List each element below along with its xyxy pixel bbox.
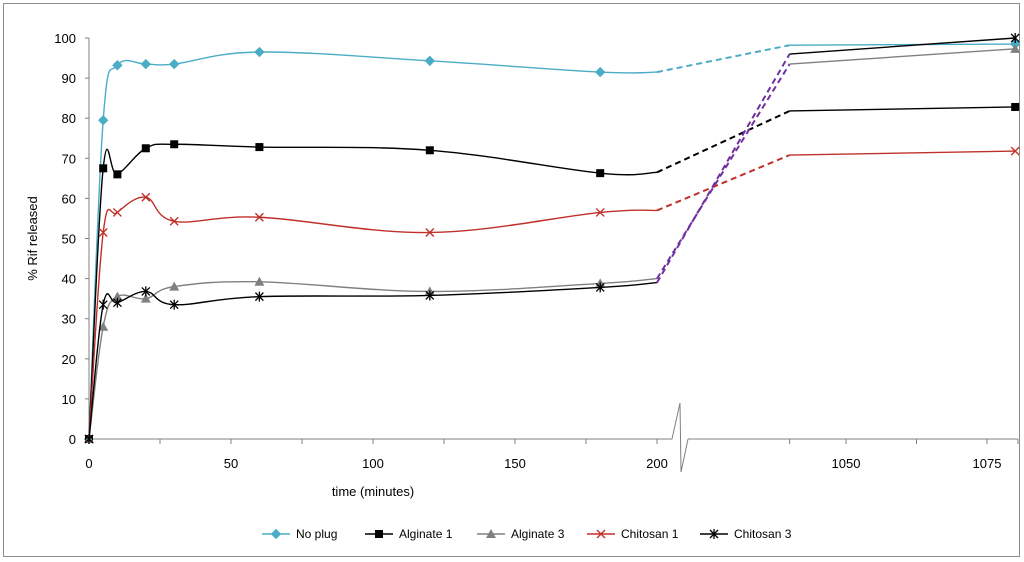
data-point (424, 55, 436, 67)
data-point (141, 144, 150, 153)
series-alginate-1 (85, 102, 1020, 443)
y-tick-label: 10 (62, 392, 76, 407)
data-point (112, 60, 123, 71)
legend-label: Alginate 3 (511, 527, 565, 541)
axis-break-symbol (657, 402, 689, 473)
data-point (84, 434, 94, 444)
data-point (1010, 146, 1020, 156)
data-point (254, 276, 265, 286)
series-chitosan-3 (84, 33, 1020, 444)
legend: No plug Alginate 1 Alginate 3 Chitosan 1 Chi… (262, 527, 792, 541)
x-tick-label: 0 (85, 456, 92, 471)
data-point (113, 170, 122, 179)
data-point (596, 169, 605, 178)
data-point (255, 143, 264, 152)
data-point (254, 291, 264, 302)
data-point (169, 216, 179, 226)
legend-marker (596, 529, 606, 539)
y-tick-label: 80 (62, 111, 76, 126)
chart-frame (3, 3, 1020, 557)
x-tick-label: 100 (362, 456, 384, 471)
data-point (140, 293, 151, 303)
series-late-line (789, 43, 1016, 46)
data-point (141, 192, 151, 202)
data-point (595, 282, 605, 293)
y-tick-label: 70 (62, 151, 76, 166)
legend-label: Chitosan 1 (621, 527, 679, 541)
data-point (425, 146, 434, 155)
data-point (594, 66, 606, 78)
data-point (595, 207, 605, 217)
data-point (1010, 43, 1021, 53)
data-point (112, 291, 123, 301)
y-tick-label: 30 (62, 312, 76, 327)
series-late-line (789, 37, 1016, 55)
series-late-line (789, 48, 1016, 65)
data-point (168, 58, 180, 70)
y-tick-label: 20 (62, 352, 76, 367)
x-tick-label: 50 (224, 456, 238, 471)
series-break-connector (656, 154, 790, 212)
x-axis-title: time (minutes) (332, 484, 414, 499)
legend-label: No plug (296, 527, 337, 541)
data-point (98, 299, 108, 310)
legend-marker (270, 528, 282, 540)
series-late-line (789, 150, 1016, 156)
data-point (1010, 33, 1020, 43)
y-axis-title: % Rif released (25, 196, 40, 281)
data-point (140, 58, 152, 70)
data-point (254, 212, 264, 222)
data-point (425, 290, 435, 301)
data-point (170, 140, 179, 149)
data-point (1011, 102, 1020, 111)
legend-label: Chitosan 3 (734, 527, 792, 541)
x-tick-label: 1075 (973, 456, 1002, 471)
x-tick-label: 200 (646, 456, 668, 471)
series-late-line (789, 106, 1016, 112)
y-tick-label: 90 (62, 71, 76, 86)
series-no-plug (83, 38, 1021, 445)
data-point (141, 286, 151, 297)
y-tick-label: 0 (69, 432, 76, 447)
y-tick-label: 40 (62, 272, 76, 287)
y-tick-label: 50 (62, 232, 76, 247)
series-line (88, 281, 658, 440)
data-point (97, 114, 109, 126)
series-break-connector (656, 53, 791, 284)
series-chitosan-1 (84, 146, 1020, 444)
legend-marker (486, 529, 496, 538)
legend-marker (709, 529, 719, 539)
x-tick-label: 1050 (832, 456, 861, 471)
series-line (88, 51, 658, 440)
legend-marker (375, 530, 383, 538)
data-point (169, 299, 179, 310)
data-point (99, 164, 108, 173)
data-point (112, 297, 122, 308)
series-line (88, 277, 658, 440)
y-tick-label: 100 (54, 31, 76, 46)
data-point (254, 46, 265, 58)
series-line (88, 196, 658, 440)
x-tick-label: 150 (504, 456, 526, 471)
data-point (98, 227, 108, 237)
series-alginate-3 (84, 43, 1021, 443)
series-break-connector (656, 110, 791, 174)
data-point (112, 207, 122, 217)
y-tick-label: 60 (62, 191, 76, 206)
series-line (88, 143, 658, 440)
data-point (169, 281, 180, 291)
series-break-connector (656, 44, 790, 74)
data-point (425, 227, 435, 237)
legend-label: Alginate 1 (399, 527, 453, 541)
data-point (98, 321, 109, 331)
